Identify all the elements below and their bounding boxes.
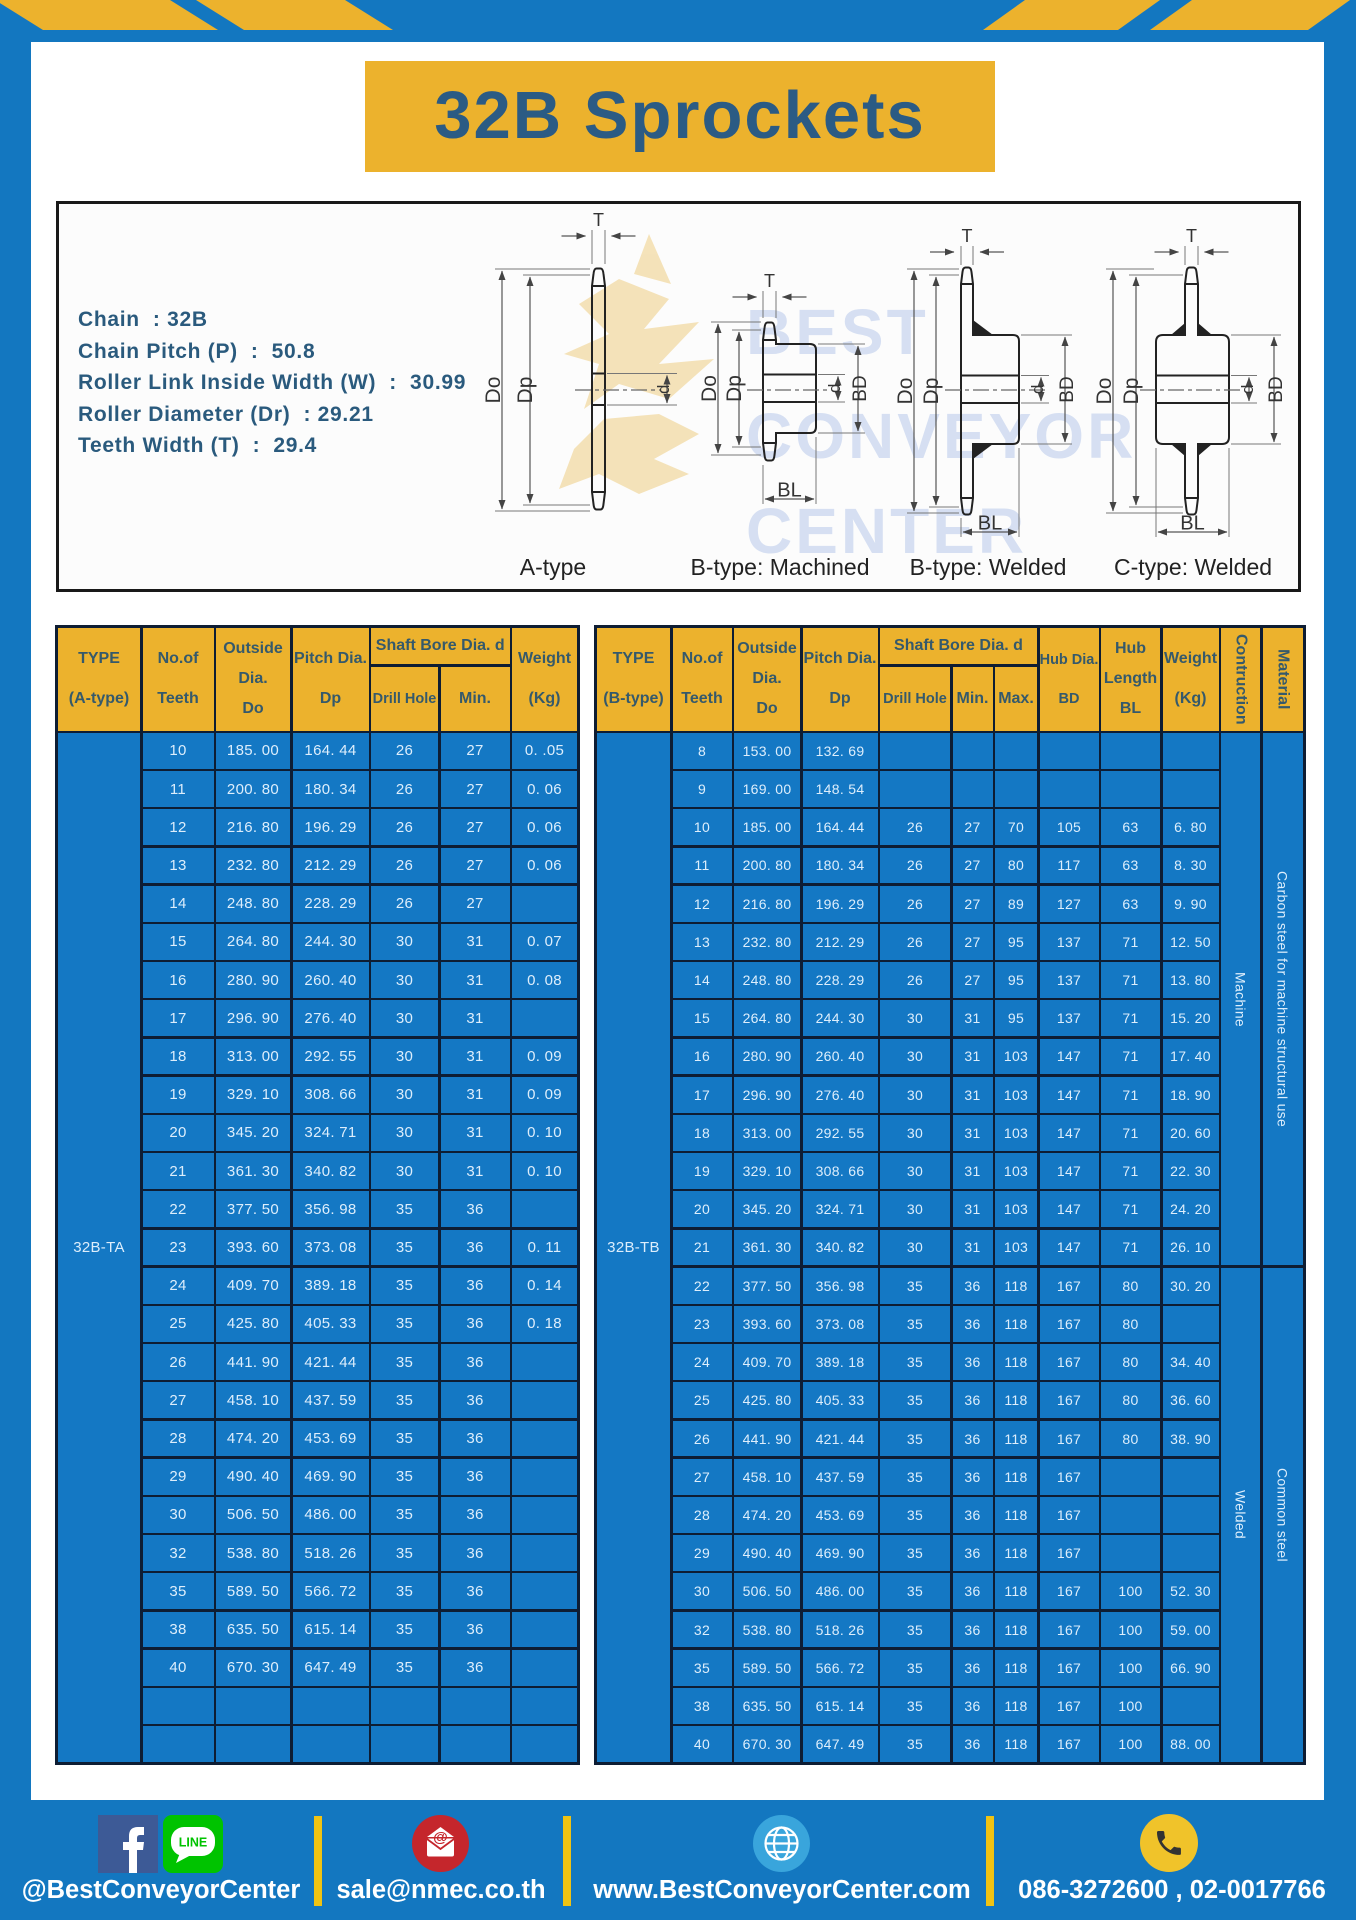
svg-text:BL: BL (978, 513, 1002, 535)
svg-text:Dp: Dp (1120, 378, 1143, 405)
svg-text:Do: Do (482, 377, 505, 404)
svg-text:Do: Do (1093, 378, 1116, 405)
svg-text:d: d (654, 385, 673, 394)
svg-text:@: @ (433, 1829, 448, 1846)
svg-text:d: d (1238, 385, 1257, 394)
svg-text:T: T (1186, 226, 1197, 246)
svg-text:BD: BD (1057, 376, 1078, 402)
svg-text:BD: BD (1266, 376, 1287, 402)
svg-text:A-type: A-type (520, 554, 586, 580)
svg-text:T: T (962, 226, 973, 246)
svg-text:d: d (1028, 385, 1047, 394)
svg-text:T: T (764, 271, 775, 291)
svg-text:BL: BL (777, 480, 801, 502)
svg-text:CONVEYOR: CONVEYOR (746, 400, 1136, 472)
svg-text:Dp: Dp (514, 377, 537, 404)
svg-text:T: T (593, 210, 604, 230)
svg-text:Dp: Dp (723, 375, 746, 402)
svg-text:B-type: Welded: B-type: Welded (910, 554, 1067, 580)
svg-text:d: d (825, 384, 844, 393)
svg-text:Do: Do (894, 378, 917, 405)
svg-text:LINE: LINE (179, 1836, 207, 1850)
svg-text:C-type: Welded: C-type: Welded (1114, 554, 1272, 580)
svg-text:BL: BL (1180, 513, 1204, 535)
svg-text:B-type: Machined: B-type: Machined (691, 554, 870, 580)
svg-text:BD: BD (850, 375, 871, 401)
svg-text:BEST: BEST (746, 296, 929, 368)
svg-text:Dp: Dp (920, 378, 943, 405)
svg-text:Do: Do (698, 375, 721, 402)
